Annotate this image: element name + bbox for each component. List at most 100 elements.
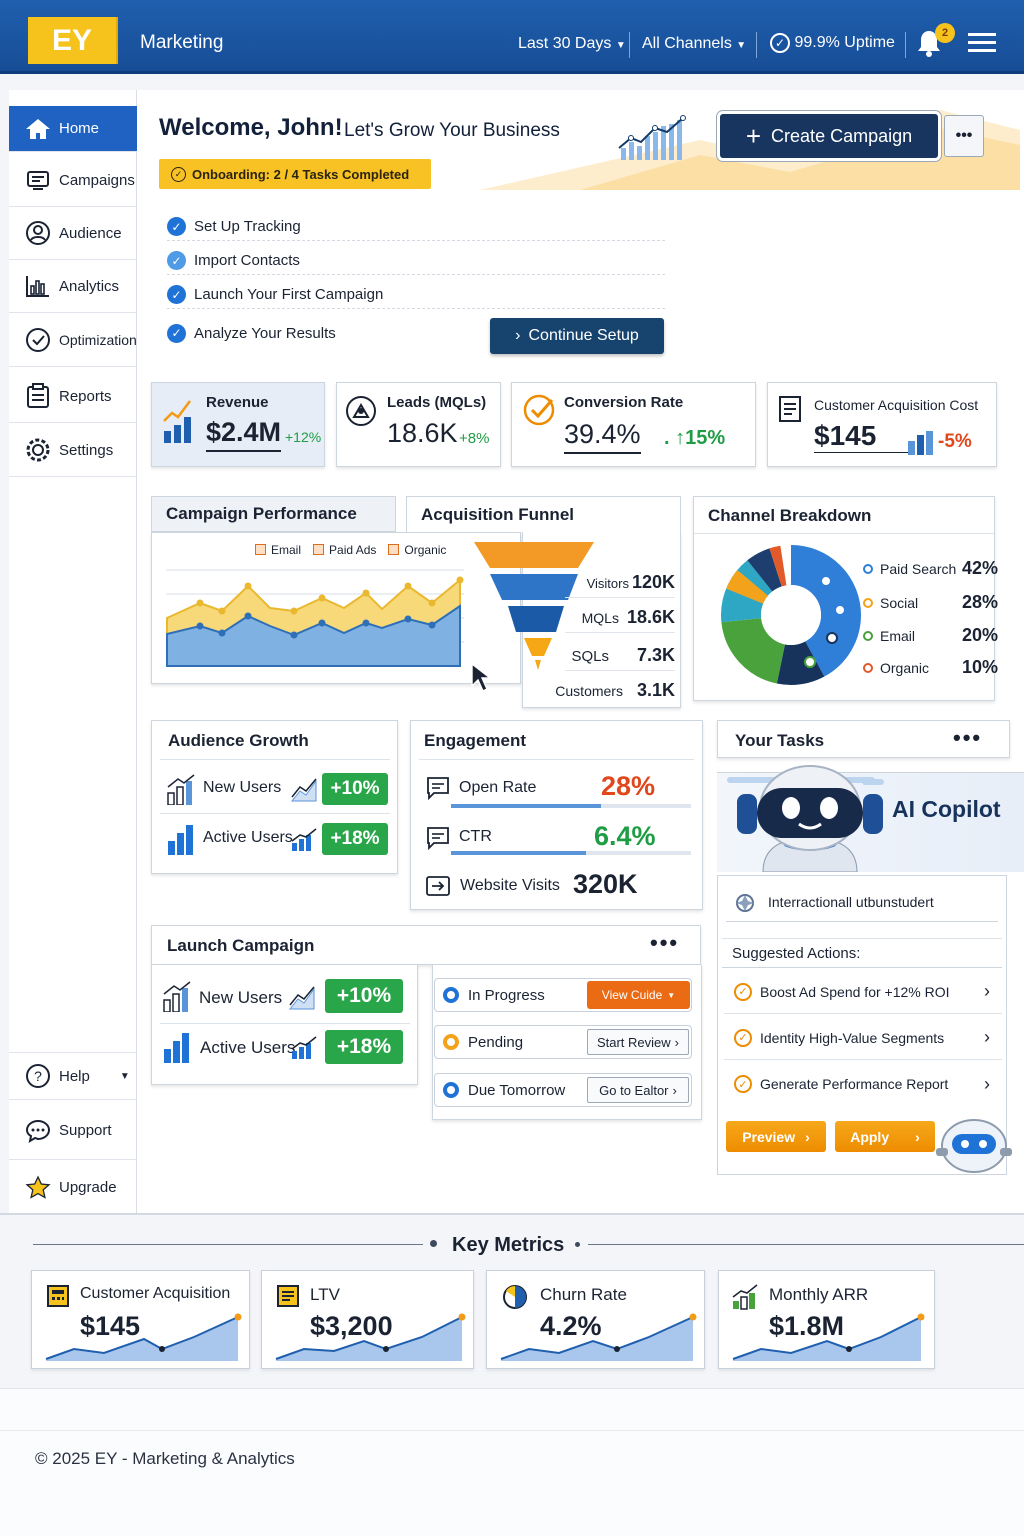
kpi-value: 39.4% (564, 419, 641, 454)
apply-button[interactable]: Apply › (835, 1121, 935, 1152)
channel-legend-item[interactable]: Paid Search 42% (863, 558, 998, 579)
launch-row-label: New Users (199, 988, 283, 1007)
metric-card-ltv[interactable]: LTV $3,200 (261, 1270, 474, 1369)
sidebar-item-settings[interactable]: Settings (9, 424, 137, 477)
tab-label: Acquisition Funnel (421, 504, 574, 524)
chevron-right-icon: › (915, 1128, 920, 1145)
audience-row-label: Active Users (203, 829, 293, 846)
sidebar-item-support[interactable]: Support (9, 1102, 137, 1160)
chevron-right-icon: › (672, 1082, 677, 1098)
card-title: Channel Breakdown (708, 506, 872, 525)
message-icon (427, 827, 449, 851)
more-options-icon[interactable]: ••• (953, 725, 983, 750)
tab-acquisition-funnel[interactable]: Acquisition Funnel (406, 496, 681, 532)
sidebar-item-campaigns[interactable]: Campaigns (9, 154, 137, 207)
kpi-card-cac[interactable]: Customer Acquisition Cost $145 -5% (767, 382, 997, 467)
sidebar-item-label: Audience (59, 224, 122, 242)
metric-card-customer-acquisition[interactable]: Customer Acquisition $145 (31, 1270, 250, 1369)
sidebar-item-upgrade[interactable]: Upgrade (9, 1162, 137, 1214)
tab-campaign-performance[interactable]: Campaign Performance (151, 496, 396, 532)
kpi-card-revenue[interactable]: Revenue $2.4M +12% (151, 382, 325, 467)
suggested-action[interactable]: ✓ Identity High-Value Segments › (724, 1016, 1002, 1060)
campaign-icon (25, 167, 51, 193)
kpi-delta: +12% (285, 429, 322, 445)
task-item[interactable]: ✓ Import Contacts (167, 247, 665, 275)
channels-dropdown[interactable]: All Channels ▼ (642, 35, 746, 53)
menu-icon[interactable] (968, 33, 996, 53)
task-item[interactable]: ✓ Launch Your First Campaign (167, 281, 665, 309)
kpi-delta: -5% (938, 431, 972, 452)
metric-card-churn-rate[interactable]: Churn Rate 4.2% (486, 1270, 705, 1369)
view-guide-button[interactable]: View Cuide ▼ (587, 981, 690, 1009)
onboarding-label: Onboarding: 2 / 4 Tasks Completed (192, 166, 410, 182)
check-icon: ✓ (167, 323, 186, 343)
sidebar-item-help[interactable]: ? Help ▼ (9, 1052, 137, 1100)
bar-chart-icon (25, 273, 51, 299)
home-icon (25, 116, 51, 142)
star-icon (25, 1174, 51, 1201)
more-options-button[interactable]: ••• (944, 115, 984, 157)
tab-label: Campaign Performance (166, 504, 357, 523)
ai-spark-icon (736, 893, 754, 912)
sidebar-item-optimization[interactable]: Optimization (9, 314, 137, 367)
funnel-stage: Visitors 120K (565, 572, 675, 598)
metric-label: Churn Rate (540, 1285, 627, 1304)
funnel-chart (474, 542, 594, 670)
divider (0, 1430, 1024, 1431)
plus-icon: + (745, 121, 762, 151)
metric-label: Customer Acquisition (80, 1285, 231, 1302)
sidebar: Home Campaigns Audience Analytics Optimi… (9, 90, 137, 1215)
ey-logo[interactable]: EY (28, 17, 118, 64)
sidebar-item-reports[interactable]: Reports (9, 370, 137, 423)
continue-setup-button[interactable]: › Continue Setup (490, 318, 664, 354)
channel-legend-item[interactable]: Social 28% (863, 592, 998, 613)
date-range-dropdown[interactable]: Last 30 Days ▼ (518, 35, 626, 53)
sidebar-item-label: Analytics (59, 277, 120, 295)
task-item[interactable]: ✓ Set Up Tracking (167, 213, 665, 241)
sidebar-item-home[interactable]: Home (9, 106, 137, 152)
create-campaign-button[interactable]: + Create Campaign (720, 114, 938, 158)
robot-icon (737, 765, 883, 872)
suggested-actions-title: Suggested Actions: (722, 938, 1002, 968)
help-icon: ? (25, 1063, 51, 1089)
metric-sparkline (45, 1313, 242, 1361)
check-circle-icon: ✓ (734, 1075, 752, 1093)
kpi-value: 18.6K (387, 418, 458, 448)
metric-card-monthly-arr[interactable]: Monthly ARR $1.8M (718, 1270, 935, 1369)
legend-item[interactable]: Email (255, 543, 301, 557)
status-dot (443, 987, 459, 1003)
sidebar-item-label: Campaigns (59, 171, 135, 189)
chart-legend: Email Paid Ads Organic (255, 543, 446, 557)
engagement-value: 6.4% (594, 821, 656, 851)
card-title: Your Tasks (735, 731, 825, 750)
legend-item[interactable]: Organic (388, 543, 446, 557)
target-check-icon (523, 394, 555, 426)
start-review-button[interactable]: Start Review › (587, 1029, 689, 1055)
uptime-status: ✓ 99.9% Uptime (770, 33, 895, 53)
check-circle-icon: ✓ (734, 1028, 752, 1047)
channel-legend-item[interactable]: Organic 10% (863, 657, 998, 678)
user-growth-icon (163, 981, 191, 1012)
preview-button[interactable]: Preview › (726, 1121, 826, 1152)
more-options-icon[interactable]: ••• (650, 930, 680, 955)
kpi-card-conversion[interactable]: Conversion Rate 39.4% . ↑15% (511, 382, 756, 467)
suggested-action[interactable]: ✓ Generate Performance Report › (724, 1062, 1002, 1106)
legend-item[interactable]: Paid Ads (313, 543, 376, 557)
suggested-action[interactable]: ✓ Boost Ad Spend for +12% ROI › (724, 970, 1002, 1014)
sidebar-item-audience[interactable]: Audience (9, 207, 137, 260)
task-item[interactable]: ✓ Analyze Your Results (167, 319, 467, 347)
more-icon: ••• (955, 127, 973, 144)
sidebar-item-analytics[interactable]: Analytics (9, 260, 137, 313)
kpi-card-leads[interactable]: Leads (MQLs) 18.6K +8% (336, 382, 501, 467)
divider (588, 1244, 1024, 1245)
sidebar-item-label: Optimization (59, 332, 137, 348)
progress-fill (451, 804, 601, 808)
user-icon (25, 220, 51, 246)
channel-legend-item[interactable]: Email 20% (863, 625, 998, 646)
footer (0, 1388, 1024, 1536)
go-to-editor-button[interactable]: Go to Ealtor › (587, 1077, 689, 1103)
notifications-button[interactable]: 2 (915, 23, 955, 58)
divider (419, 759, 694, 760)
metric-value: $3,200 (310, 1311, 393, 1341)
trend-icon (291, 1036, 317, 1059)
